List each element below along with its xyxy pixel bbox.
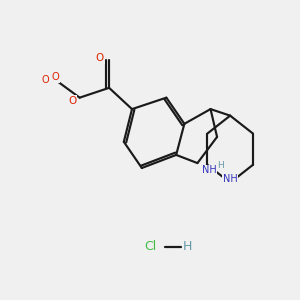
Text: O: O <box>96 53 104 63</box>
Text: O: O <box>41 75 49 85</box>
Text: NH: NH <box>223 174 238 184</box>
Text: H: H <box>218 161 224 170</box>
Text: O: O <box>51 72 59 82</box>
Text: NH: NH <box>202 165 216 175</box>
Text: O: O <box>68 96 76 106</box>
Text: H: H <box>183 240 192 253</box>
Text: Cl: Cl <box>144 240 156 253</box>
